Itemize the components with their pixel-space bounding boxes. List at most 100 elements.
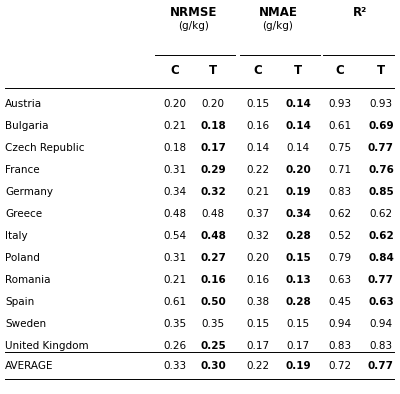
Text: 0.19: 0.19 [285,361,311,371]
Text: NMAE: NMAE [258,6,298,19]
Text: 0.83: 0.83 [370,341,392,351]
Text: 0.63: 0.63 [368,297,394,307]
Text: France: France [5,165,40,175]
Text: 0.19: 0.19 [285,187,311,197]
Text: 0.17: 0.17 [246,341,270,351]
Text: 0.37: 0.37 [246,209,270,219]
Text: 0.75: 0.75 [328,143,352,153]
Text: 0.15: 0.15 [285,253,311,263]
Text: 0.25: 0.25 [200,341,226,351]
Text: 0.14: 0.14 [246,143,270,153]
Text: Poland: Poland [5,253,40,263]
Text: R²: R² [353,6,368,19]
Text: 0.45: 0.45 [328,297,352,307]
Text: 0.62: 0.62 [328,209,352,219]
Text: 0.20: 0.20 [246,253,270,263]
Text: C: C [254,63,262,76]
Text: 0.52: 0.52 [328,231,352,241]
Text: 0.16: 0.16 [246,275,270,285]
Text: 0.77: 0.77 [368,275,394,285]
Text: 0.54: 0.54 [164,231,186,241]
Text: 0.29: 0.29 [200,165,226,175]
Text: 0.28: 0.28 [285,297,311,307]
Text: 0.28: 0.28 [285,231,311,241]
Text: C: C [171,63,179,76]
Text: 0.79: 0.79 [328,253,352,263]
Text: Spain: Spain [5,297,34,307]
Text: 0.14: 0.14 [285,99,311,109]
Text: 0.35: 0.35 [202,319,224,329]
Text: Austria: Austria [5,99,42,109]
Text: Czech Republic: Czech Republic [5,143,84,153]
Text: 0.20: 0.20 [285,165,311,175]
Text: T: T [294,63,302,76]
Text: 0.21: 0.21 [164,121,186,131]
Text: 0.94: 0.94 [328,319,352,329]
Text: 0.93: 0.93 [370,99,392,109]
Text: 0.31: 0.31 [164,165,186,175]
Text: Sweden: Sweden [5,319,46,329]
Text: 0.84: 0.84 [368,253,394,263]
Text: 0.71: 0.71 [328,165,352,175]
Text: 0.13: 0.13 [285,275,311,285]
Text: 0.63: 0.63 [328,275,352,285]
Text: 0.34: 0.34 [164,187,186,197]
Text: 0.33: 0.33 [164,361,186,371]
Text: Germany: Germany [5,187,53,197]
Text: 0.18: 0.18 [200,121,226,131]
Text: 0.48: 0.48 [200,231,226,241]
Text: United Kingdom: United Kingdom [5,341,89,351]
Text: T: T [209,63,217,76]
Text: 0.30: 0.30 [200,361,226,371]
Text: 0.77: 0.77 [368,361,394,371]
Text: 0.21: 0.21 [246,187,270,197]
Text: 0.62: 0.62 [368,231,394,241]
Text: (g/kg): (g/kg) [178,21,210,31]
Text: Bulgaria: Bulgaria [5,121,48,131]
Text: 0.17: 0.17 [200,143,226,153]
Text: 0.15: 0.15 [246,319,270,329]
Text: 0.14: 0.14 [286,143,310,153]
Text: 0.85: 0.85 [368,187,394,197]
Text: 0.93: 0.93 [328,99,352,109]
Text: 0.20: 0.20 [202,99,224,109]
Text: 0.18: 0.18 [164,143,186,153]
Text: 0.32: 0.32 [246,231,270,241]
Text: 0.69: 0.69 [368,121,394,131]
Text: 0.77: 0.77 [368,143,394,153]
Text: 0.61: 0.61 [164,297,186,307]
Text: 0.27: 0.27 [200,253,226,263]
Text: NRMSE: NRMSE [170,6,218,19]
Text: 0.14: 0.14 [285,121,311,131]
Text: 0.62: 0.62 [370,209,392,219]
Text: 0.61: 0.61 [328,121,352,131]
Text: 0.16: 0.16 [200,275,226,285]
Text: 0.35: 0.35 [164,319,186,329]
Text: T: T [377,63,385,76]
Text: 0.26: 0.26 [164,341,186,351]
Text: Romania: Romania [5,275,50,285]
Text: 0.17: 0.17 [286,341,310,351]
Text: C: C [336,63,344,76]
Text: 0.72: 0.72 [328,361,352,371]
Text: 0.20: 0.20 [164,99,186,109]
Text: AVERAGE: AVERAGE [5,361,54,371]
Text: 0.22: 0.22 [246,165,270,175]
Text: 0.94: 0.94 [370,319,392,329]
Text: 0.76: 0.76 [368,165,394,175]
Text: 0.34: 0.34 [285,209,311,219]
Text: 0.48: 0.48 [164,209,186,219]
Text: Italy: Italy [5,231,28,241]
Text: 0.31: 0.31 [164,253,186,263]
Text: (g/kg): (g/kg) [262,21,294,31]
Text: 0.15: 0.15 [246,99,270,109]
Text: 0.48: 0.48 [202,209,224,219]
Text: 0.83: 0.83 [328,187,352,197]
Text: 0.16: 0.16 [246,121,270,131]
Text: 0.83: 0.83 [328,341,352,351]
Text: 0.38: 0.38 [246,297,270,307]
Text: 0.32: 0.32 [200,187,226,197]
Text: 0.50: 0.50 [200,297,226,307]
Text: 0.22: 0.22 [246,361,270,371]
Text: 0.15: 0.15 [286,319,310,329]
